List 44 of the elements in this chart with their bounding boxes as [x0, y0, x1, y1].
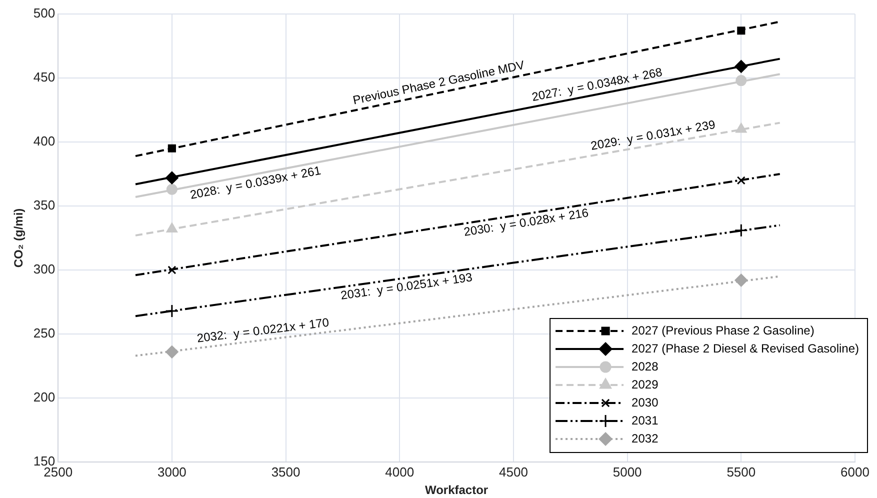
annotation: 2031: y = 0.0251x + 193 [340, 270, 474, 302]
x-tick-label: 6000 [840, 464, 870, 480]
y-tick-label: 400 [33, 134, 56, 149]
y-tick-label: 450 [33, 70, 56, 85]
x-tick-label: 4000 [385, 464, 414, 480]
annotation: 2032: y = 0.0221x + 170 [196, 315, 330, 346]
x-tick-label: 3000 [157, 464, 186, 480]
annotation: 2030: y = 0.028x + 216 [462, 206, 590, 239]
y-tick-label: 200 [33, 390, 56, 405]
y-axis-title: CO₂ (g/mi) [12, 208, 26, 268]
annotation: Previous Phase 2 Gasoline MDV [352, 58, 526, 108]
point [735, 122, 747, 133]
point [737, 26, 746, 35]
legend-label: 2027 (Phase 2 Diesel & Revised Gasoline) [632, 341, 860, 356]
annotation: 2029: y = 0.031x + 239 [590, 117, 717, 153]
x-tick-label: 4500 [499, 464, 528, 480]
legend-label: 2029 [632, 377, 659, 392]
annotation: 2027: y = 0.0348x + 268 [530, 64, 664, 104]
point [736, 176, 746, 185]
legend-label: 2030 [632, 395, 659, 410]
point [734, 274, 748, 287]
y-tick-label: 500 [33, 6, 56, 21]
y-tick-label: 350 [33, 198, 56, 213]
point [168, 266, 176, 274]
y-tick-label: 250 [33, 326, 56, 341]
legend-label: 2027 (Previous Phase 2 Gasoline) [632, 323, 814, 338]
point [734, 224, 748, 238]
legend-label: 2028 [632, 359, 659, 374]
point [165, 345, 178, 358]
y-tick-label: 300 [33, 262, 56, 277]
x-axis-title: Workfactor [424, 483, 488, 498]
legend-label: 2031 [632, 413, 659, 428]
point [736, 75, 747, 86]
point [168, 144, 176, 152]
point [734, 60, 748, 73]
point [165, 304, 179, 318]
point [166, 222, 178, 233]
point [166, 184, 178, 195]
x-tick-label: 5500 [726, 464, 756, 480]
x-tick-label: 3500 [271, 464, 300, 480]
x-tick-label: 5000 [612, 464, 642, 480]
point [165, 171, 178, 184]
legend-label: 2032 [632, 431, 659, 446]
annotation: 2028: y = 0.0339x + 261 [188, 163, 322, 202]
